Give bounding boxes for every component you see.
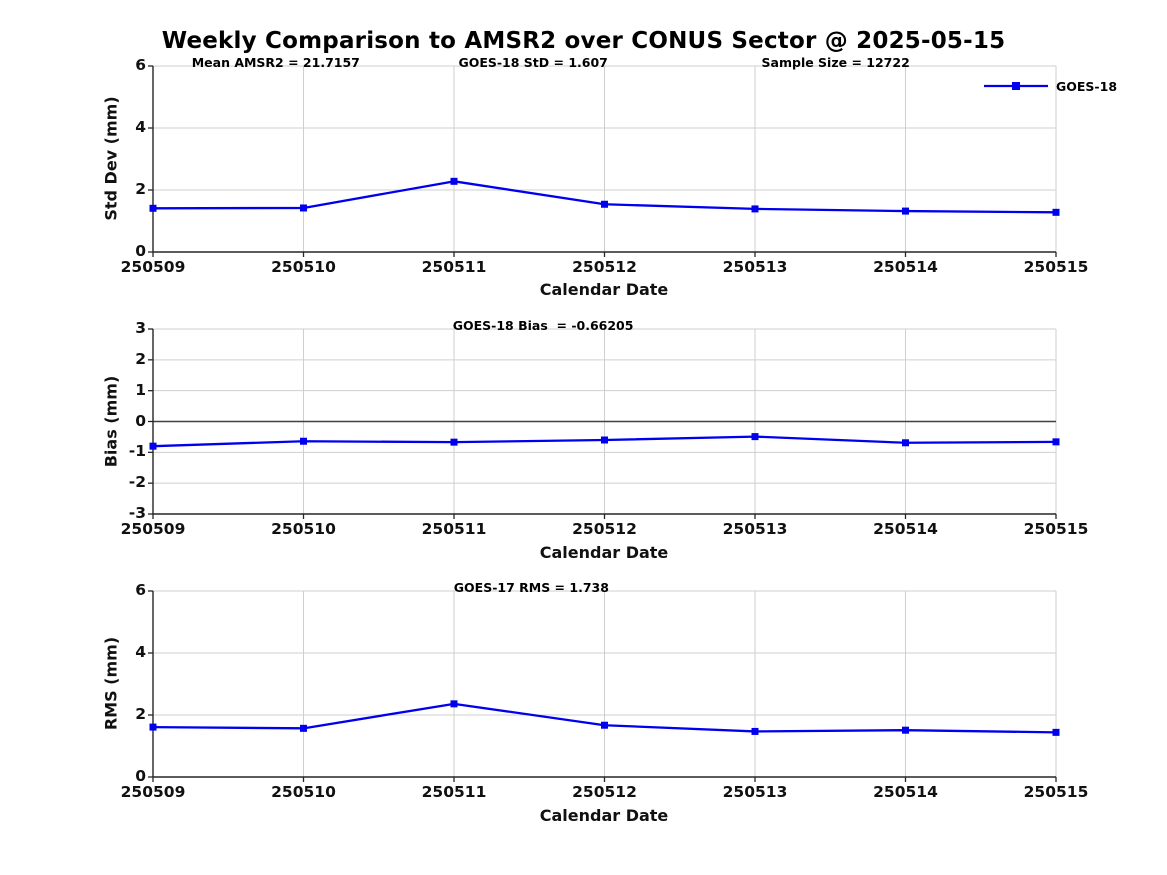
y-tick-label: 4 bbox=[135, 118, 146, 136]
x-tick-label: 250512 bbox=[572, 258, 637, 276]
x-tick-label: 250511 bbox=[421, 520, 487, 538]
panel-annotation: GOES-18 StD = 1.607 bbox=[458, 55, 608, 70]
y-tick-label: 0 bbox=[135, 411, 146, 430]
x-tick-label: 250509 bbox=[120, 783, 186, 801]
xlabel-std-dev: Calendar Date bbox=[539, 280, 669, 299]
x-tick-label: 250509 bbox=[120, 258, 186, 276]
y-tick-label: -3 bbox=[128, 504, 146, 522]
y-tick-label: -1 bbox=[128, 442, 146, 461]
y-tick-label: 0 bbox=[135, 242, 146, 260]
legend: GOES-18 bbox=[983, 78, 1117, 94]
x-tick-label: 250514 bbox=[873, 520, 938, 538]
x-tick-label: 250513 bbox=[722, 258, 788, 276]
x-tick-label: 250514 bbox=[873, 258, 938, 276]
panel-annotation: Mean AMSR2 = 21.7157 bbox=[191, 55, 360, 70]
x-tick-label: 250512 bbox=[572, 520, 637, 538]
y-tick-label: 0 bbox=[135, 767, 146, 785]
y-tick-label: 2 bbox=[135, 180, 146, 198]
x-tick-label: 250515 bbox=[1023, 520, 1089, 538]
x-tick-label: 250513 bbox=[722, 520, 788, 538]
y-tick-label: 2 bbox=[135, 349, 146, 368]
ylabel-std-dev: Std Dev (mm) bbox=[101, 96, 121, 221]
panel-annotation: Sample Size = 12722 bbox=[761, 55, 910, 70]
panel-annotation: GOES-18 Bias = -0.66205 bbox=[452, 318, 634, 333]
x-tick-label: 250511 bbox=[421, 783, 487, 801]
x-tick-label: 250509 bbox=[120, 520, 186, 538]
y-tick-label: -2 bbox=[128, 473, 146, 492]
xlabel-bias: Calendar Date bbox=[539, 543, 669, 562]
legend-line-marker-icon bbox=[984, 82, 1048, 90]
y-tick-label: 1 bbox=[135, 380, 146, 399]
x-tick-label: 250513 bbox=[722, 783, 788, 801]
x-tick-label: 250510 bbox=[271, 258, 336, 276]
x-tick-label: 250510 bbox=[271, 520, 336, 538]
x-tick-label: 250512 bbox=[572, 783, 637, 801]
legend-label: GOES-18 bbox=[1056, 78, 1118, 94]
chart-title: Weekly Comparison to AMSR2 over CONUS Se… bbox=[161, 28, 1006, 54]
x-tick-label: 250514 bbox=[873, 783, 938, 801]
x-tick-label: 250515 bbox=[1023, 783, 1089, 801]
panel-annotation: GOES-17 RMS = 1.738 bbox=[453, 580, 609, 595]
xlabel-rms: Calendar Date bbox=[539, 806, 669, 825]
y-tick-label: 3 bbox=[135, 319, 146, 337]
y-tick-label: 2 bbox=[135, 705, 146, 723]
y-tick-label: 6 bbox=[135, 56, 146, 74]
y-tick-label: 4 bbox=[135, 643, 146, 661]
y-tick-label: 6 bbox=[135, 581, 146, 599]
x-tick-label: 250511 bbox=[421, 258, 487, 276]
ylabel-rms: RMS (mm) bbox=[101, 636, 121, 731]
x-tick-label: 250510 bbox=[271, 783, 336, 801]
x-tick-label: 250515 bbox=[1023, 258, 1089, 276]
